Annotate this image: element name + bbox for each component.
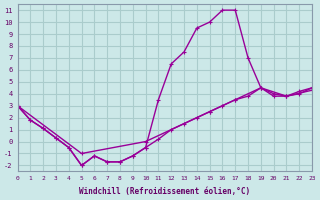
X-axis label: Windchill (Refroidissement éolien,°C): Windchill (Refroidissement éolien,°C) [79,187,250,196]
